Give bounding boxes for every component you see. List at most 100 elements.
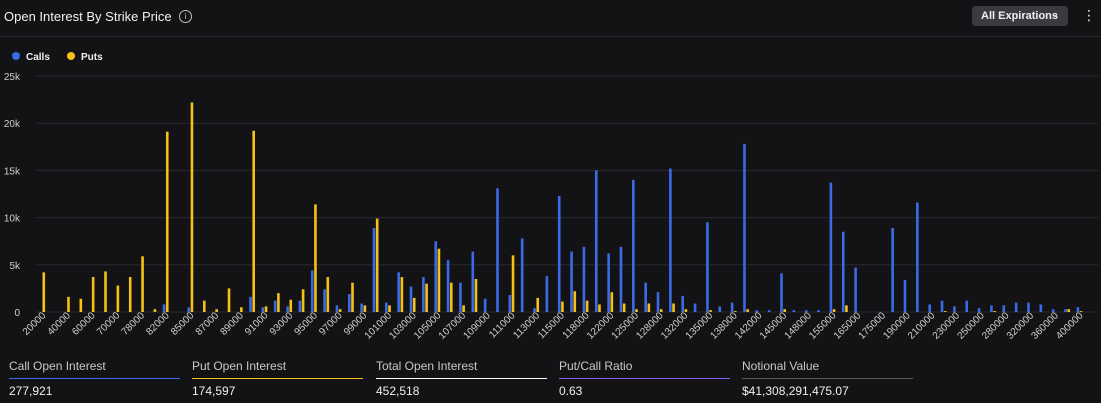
stat-value: 277,921 xyxy=(9,384,53,398)
puts-bar-125000 xyxy=(635,309,638,312)
puts-bar-103000 xyxy=(412,297,416,312)
calls-bar-126000 xyxy=(644,282,647,312)
puts-bar-92000 xyxy=(277,293,280,312)
stat-1: Put Open Interest 174,597 xyxy=(192,356,363,398)
calls-bar-92000 xyxy=(273,300,277,312)
calls-bar-155000 xyxy=(829,182,833,312)
stat-label: Notional Value xyxy=(742,359,820,373)
puts-bar-89000 xyxy=(240,307,243,312)
calls-bar-128000 xyxy=(656,292,660,312)
calls-bar-140000 xyxy=(743,143,746,312)
calls-bar-300000 xyxy=(1014,302,1018,312)
legend-puts-label: Puts xyxy=(81,52,103,63)
puts-bar-88000 xyxy=(227,288,231,312)
calls-bar-360000 xyxy=(1051,309,1055,312)
puts-bar-118000 xyxy=(585,300,589,312)
calls-bar-102000 xyxy=(397,272,400,312)
legend-puts-swatch xyxy=(67,52,75,60)
calls-bar-138000 xyxy=(730,302,734,312)
legend-calls-label: Calls xyxy=(26,52,50,63)
y-tick-label: 15k xyxy=(4,166,21,177)
x-tick-label: 400000 xyxy=(1054,310,1086,342)
y-tick-label: 25k xyxy=(4,72,21,83)
calls-bar-210000 xyxy=(928,304,931,312)
puts-bar-107000 xyxy=(462,305,465,312)
x-tick-label: 85000 xyxy=(169,310,197,338)
calls-bar-111000 xyxy=(508,295,512,312)
stat-3: Put/Call Ratio 0.63 xyxy=(559,356,730,398)
puts-bar-102000 xyxy=(400,277,404,312)
stat-value: 174,597 xyxy=(192,384,236,398)
puts-bar-380000 xyxy=(1067,309,1071,312)
calls-bar-142000 xyxy=(755,310,759,312)
calls-bar-90000 xyxy=(249,296,252,312)
x-tick-label: 97000 xyxy=(317,310,345,338)
calls-bar-122000 xyxy=(607,253,610,312)
stat-label: Put Open Interest xyxy=(192,359,287,373)
kebab-menu-icon[interactable]: ⋮ xyxy=(1082,8,1096,24)
stat-underline xyxy=(192,378,363,379)
puts-bar-101000 xyxy=(388,305,391,312)
puts-bar-98000 xyxy=(351,282,354,312)
calls-bar-124000 xyxy=(619,246,623,312)
calls-bar-400000 xyxy=(1076,307,1080,312)
stat-value: 452,518 xyxy=(376,384,420,398)
stat-value: 0.63 xyxy=(559,384,583,398)
calls-bar-145000 xyxy=(780,273,783,312)
stat-4: Notional Value $41,308,291,475.07 xyxy=(742,356,913,398)
puts-bar-155000 xyxy=(832,309,836,312)
y-tick-label: 10k xyxy=(4,214,21,225)
calls-bar-103000 xyxy=(409,286,413,312)
puts-bar-99000 xyxy=(363,305,367,312)
calls-bar-107000 xyxy=(459,282,462,312)
calls-bar-120000 xyxy=(594,170,598,312)
puts-bar-130000 xyxy=(672,303,675,312)
puts-bar-126000 xyxy=(647,303,651,312)
puts-bar-220000 xyxy=(943,311,947,312)
calls-bar-148000 xyxy=(804,310,808,312)
stat-underline xyxy=(742,378,913,379)
puts-bar-111000 xyxy=(511,255,515,312)
y-tick-label: 0 xyxy=(14,308,20,319)
stat-2: Total Open Interest 452,518 xyxy=(376,356,547,398)
chart-header: Open Interest By Strike Price i All Expi… xyxy=(0,0,1101,37)
chevron-down-icon: ⌄ xyxy=(1050,9,1059,20)
calls-bar-144000 xyxy=(767,310,771,312)
x-tick-label: 87000 xyxy=(194,310,222,338)
calls-bar-108000 xyxy=(471,251,475,312)
stat-underline xyxy=(376,378,547,379)
calls-bar-250000 xyxy=(977,308,981,312)
puts-bar-95000 xyxy=(314,204,317,312)
puts-bar-93000 xyxy=(289,299,293,312)
puts-bar-94000 xyxy=(301,289,305,312)
calls-bar-99000 xyxy=(360,303,363,312)
calls-bar-104000 xyxy=(422,277,425,312)
info-icon[interactable]: i xyxy=(179,10,192,23)
calls-bar-280000 xyxy=(1002,305,1006,312)
calls-bar-114000 xyxy=(545,276,549,312)
puts-bar-91000 xyxy=(264,306,268,312)
calls-bar-134000 xyxy=(693,303,697,312)
calls-bar-165000 xyxy=(854,267,857,312)
expiration-dropdown[interactable]: All Expirations ⌄ xyxy=(972,6,1068,26)
calls-bar-240000 xyxy=(965,300,969,312)
puts-bar-160000 xyxy=(845,305,848,312)
calls-bar-93000 xyxy=(286,306,289,312)
calls-bar-94000 xyxy=(298,300,302,312)
puts-bar-145000 xyxy=(783,309,787,312)
calls-bar-180000 xyxy=(891,227,894,312)
puts-bar-116000 xyxy=(573,291,577,312)
calls-bar-136000 xyxy=(718,306,722,312)
puts-bar-100000 xyxy=(375,218,379,312)
stat-0: Call Open Interest 277,921 xyxy=(9,356,180,398)
puts-bar-113000 xyxy=(536,297,540,312)
y-tick-label: 20k xyxy=(4,119,21,130)
calls-bar-220000 xyxy=(940,300,944,312)
open-interest-chart: Calls Puts05k10k15k20k25k2000040000600007… xyxy=(4,52,1098,342)
puts-bar-96000 xyxy=(326,277,330,312)
stat-label: Total Open Interest xyxy=(376,359,478,373)
puts-bar-120000 xyxy=(598,304,601,312)
calls-bar-100000 xyxy=(372,227,376,312)
page-title: Open Interest By Strike Price xyxy=(4,9,172,24)
stats-row: Call Open Interest 277,921 Put Open Intere… xyxy=(0,356,1101,403)
